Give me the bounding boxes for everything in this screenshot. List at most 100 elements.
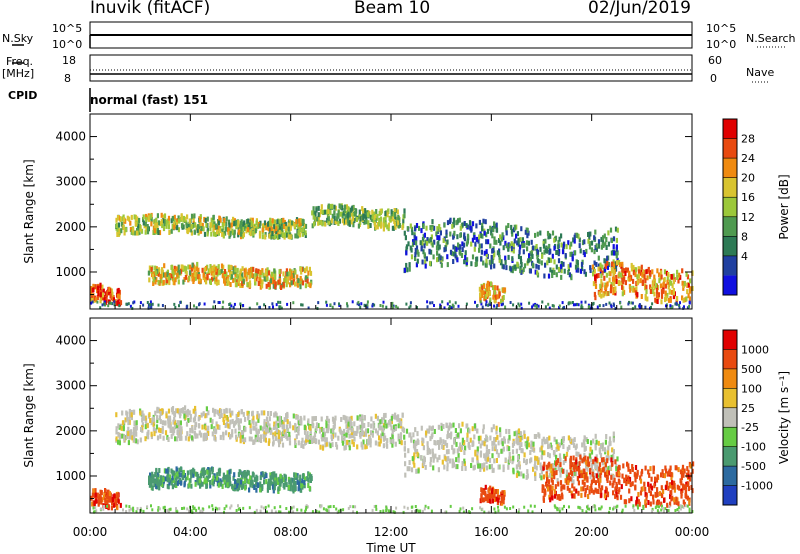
power-echo-cell: [270, 271, 274, 277]
power-echo-cell: [188, 227, 191, 233]
power-echo-cell: [436, 257, 439, 263]
power-echo-cell: [604, 266, 607, 272]
velocity-echo-cell: [325, 423, 328, 429]
velocity-echo-cell: [255, 437, 258, 443]
velocity-echo-cell: [531, 446, 534, 452]
power-echo-cell: [394, 224, 397, 230]
velocity-echo-cell: [260, 471, 263, 477]
velocity-echo-cell: [501, 441, 504, 447]
velocity-echo-cell: [486, 437, 489, 443]
power-echo-cell: [670, 289, 674, 295]
velocity-echo-cell: [493, 440, 496, 446]
power-echo-cell: [181, 264, 184, 270]
velocity-echo-cell: [179, 435, 182, 441]
power-echo-cell: [408, 266, 411, 272]
velocity-echo-cell: [284, 474, 287, 480]
power-echo-cell: [630, 262, 633, 268]
velocity-echo-cell: [583, 442, 586, 448]
velocity-echo-cell: [180, 430, 183, 436]
velocity-echo-cell: [575, 459, 578, 465]
power-echo-cell: [359, 216, 362, 222]
velocity-echo-cell: [442, 439, 445, 445]
velocity-echo-cell: [233, 472, 236, 478]
velocity-echo-cell: [196, 433, 199, 439]
velocity-echo-cell: [611, 456, 615, 462]
velocity-echo-cell: [438, 454, 441, 460]
power-echo-cell: [217, 280, 220, 286]
velocity-echo-cell: [397, 423, 400, 429]
power-echo-cell: [580, 261, 584, 267]
velocity-echo-cell: [353, 436, 356, 442]
velocity-echo-cell: [444, 455, 447, 461]
power-echo-cell: [491, 233, 494, 239]
power-ground-cell: [150, 306, 153, 310]
power-ground-cell: [379, 304, 382, 307]
power-echo-cell: [641, 281, 644, 286]
velocity-echo-cell: [644, 465, 647, 471]
power-echo-cell: [493, 236, 496, 242]
power-echo-cell: [132, 227, 135, 233]
power-echo-cell: [610, 238, 613, 243]
power-echo-cell: [685, 296, 688, 302]
velocity-echo-cell: [193, 430, 196, 436]
power-echo-cell: [245, 222, 248, 228]
velocity-echo-cell: [673, 487, 676, 493]
velocity-echo-cell: [649, 501, 652, 507]
velocity-echo-cell: [474, 449, 477, 455]
power-ground-cell: [329, 303, 332, 307]
velocity-echo-cell: [426, 428, 429, 434]
power-echo-cell: [352, 222, 355, 228]
power-echo-cell: [255, 268, 258, 274]
power-echo-cell: [171, 224, 174, 229]
velocity-echo-cell: [274, 477, 277, 483]
power-echo-cell: [151, 273, 155, 279]
power-echo-cell: [435, 231, 438, 237]
power-echo-cell: [298, 221, 301, 227]
velocity-echo-cell: [241, 433, 244, 439]
power-echo-cell: [138, 217, 141, 223]
velocity-echo-cell: [279, 479, 282, 485]
velocity-echo-cell: [502, 467, 505, 473]
velocity-echo-cell: [165, 468, 168, 474]
station-title: Inuvik (fitACF): [90, 0, 211, 18]
velocity-echo-cell: [535, 465, 538, 471]
power-echo-cell: [470, 241, 473, 247]
velocity-echo-cell: [595, 454, 598, 460]
velocity-echo-cell: [356, 415, 359, 421]
velocity-echo-cell: [247, 415, 250, 421]
velocity-echo-cell: [134, 426, 137, 432]
velocity-echo-cell: [518, 445, 521, 451]
power-echo-cell: [628, 273, 631, 279]
velocity-echo-cell: [684, 493, 687, 498]
power-echo-cell: [478, 219, 481, 225]
velocity-echo-cell: [222, 435, 225, 441]
power-echo-cell: [277, 279, 280, 285]
power-echo-cell: [321, 221, 324, 227]
power-echo-cell: [221, 231, 224, 237]
velocity-echo-cell: [412, 443, 416, 449]
power-echo-cell: [414, 247, 417, 253]
power-echo-cell: [534, 269, 537, 275]
power-ground-cell: [454, 301, 457, 305]
power-echo-cell: [397, 214, 400, 220]
power-echo-cell: [212, 275, 216, 281]
velocity-echo-cell: [422, 445, 425, 451]
power-echo-cell: [223, 217, 226, 223]
power-echo-cell: [617, 280, 620, 286]
power-echo-cell: [646, 275, 649, 281]
power-echo-cell: [167, 215, 171, 221]
power-ground-cell: [107, 304, 110, 308]
power-echo-cell: [337, 213, 340, 219]
power-echo-cell: [397, 217, 401, 223]
power-echo-cell: [466, 233, 470, 239]
power-echo-cell: [225, 271, 228, 277]
power-echo-cell: [612, 263, 615, 269]
power-echo-cell: [173, 224, 176, 230]
velocity-echo-cell: [259, 425, 262, 431]
power-echo-cell: [616, 260, 619, 266]
power-echo-cell: [145, 216, 148, 222]
power-echo-cell: [372, 211, 376, 217]
power-ground-cell: [488, 302, 491, 306]
power-ground-cell: [301, 303, 304, 307]
power-echo-cell: [258, 233, 262, 239]
